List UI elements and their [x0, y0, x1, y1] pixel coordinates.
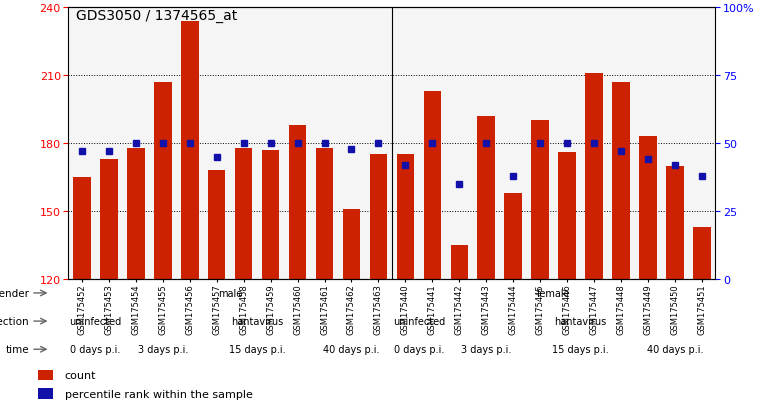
Text: male: male [218, 288, 242, 298]
Text: 3 days p.i.: 3 days p.i. [461, 344, 511, 354]
Bar [451, 245, 468, 279]
Bar [235, 148, 253, 279]
Bar [477, 116, 495, 279]
Bar [127, 148, 145, 279]
Bar [38, 370, 53, 380]
Text: infection: infection [0, 316, 29, 326]
Bar [262, 150, 279, 279]
Bar [585, 74, 603, 279]
Text: GDS3050 / 1374565_at: GDS3050 / 1374565_at [76, 9, 237, 23]
Bar [154, 83, 171, 279]
Text: count: count [65, 370, 96, 380]
Text: uninfected: uninfected [69, 316, 122, 326]
Bar [289, 126, 307, 279]
Bar [666, 166, 683, 279]
Bar [559, 153, 576, 279]
Text: hantavirus: hantavirus [231, 316, 283, 326]
Bar [342, 209, 360, 279]
Bar [531, 121, 549, 279]
Bar [639, 137, 657, 279]
Text: gender: gender [0, 288, 29, 298]
Bar [693, 227, 711, 279]
Text: 15 days p.i.: 15 days p.i. [552, 344, 609, 354]
Text: uninfected: uninfected [393, 316, 445, 326]
Text: 40 days p.i.: 40 days p.i. [323, 344, 380, 354]
Text: 0 days p.i.: 0 days p.i. [70, 344, 121, 354]
Bar [396, 155, 414, 279]
Text: 40 days p.i.: 40 days p.i. [647, 344, 703, 354]
Bar [370, 155, 387, 279]
Text: time: time [5, 344, 29, 354]
Bar [316, 148, 333, 279]
Text: 15 days p.i.: 15 days p.i. [229, 344, 285, 354]
Bar [613, 83, 630, 279]
Bar [208, 171, 225, 279]
Bar [424, 92, 441, 279]
Bar [100, 159, 118, 279]
Text: hantavirus: hantavirus [555, 316, 607, 326]
Text: 0 days p.i.: 0 days p.i. [393, 344, 444, 354]
Text: female: female [537, 288, 571, 298]
Bar [38, 388, 53, 399]
Text: percentile rank within the sample: percentile rank within the sample [65, 389, 253, 399]
Bar [181, 22, 199, 279]
Bar [73, 178, 91, 279]
Bar [505, 193, 522, 279]
Text: 3 days p.i.: 3 days p.i. [138, 344, 188, 354]
